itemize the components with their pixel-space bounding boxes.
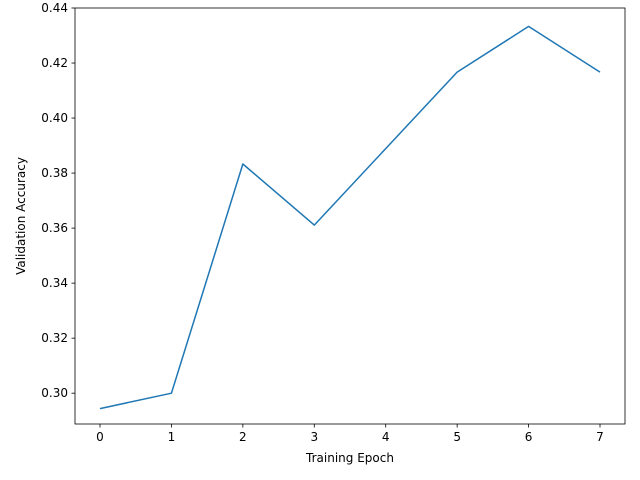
x-tick-label: 0 xyxy=(96,430,104,444)
x-axis-label: Training Epoch xyxy=(305,451,394,465)
y-tick-label: 0.30 xyxy=(41,386,68,400)
y-tick-label: 0.38 xyxy=(41,166,68,180)
y-tick-label: 0.34 xyxy=(41,276,68,290)
axes-frame xyxy=(74,7,626,425)
y-axis-ticks: 0.30 0.32 0.34 0.36 0.38 0.40 0.42 0.44 xyxy=(41,1,75,400)
y-tick-label: 0.36 xyxy=(41,221,68,235)
x-tick-label: 3 xyxy=(310,430,318,444)
y-tick-label: 0.42 xyxy=(41,56,68,70)
y-tick-label: 0.44 xyxy=(41,1,68,15)
x-tick-label: 1 xyxy=(168,430,176,444)
x-tick-label: 7 xyxy=(596,430,604,444)
y-axis-label: Validation Accuracy xyxy=(14,157,28,275)
plot-area: 0 1 2 3 4 5 6 7 0.30 0.32 0.34 0.36 0.38 0.40 0.42 0.4… xyxy=(41,1,626,444)
x-tick-label: 6 xyxy=(525,430,533,444)
y-tick-label: 0.40 xyxy=(41,111,68,125)
x-axis-ticks: 0 1 2 3 4 5 6 7 xyxy=(96,424,604,444)
x-tick-label: 5 xyxy=(453,430,461,444)
y-tick-label: 0.32 xyxy=(41,331,68,345)
series-layer xyxy=(99,25,601,410)
x-tick-label: 4 xyxy=(382,430,390,444)
series-line xyxy=(99,25,601,410)
x-tick-label: 2 xyxy=(239,430,247,444)
